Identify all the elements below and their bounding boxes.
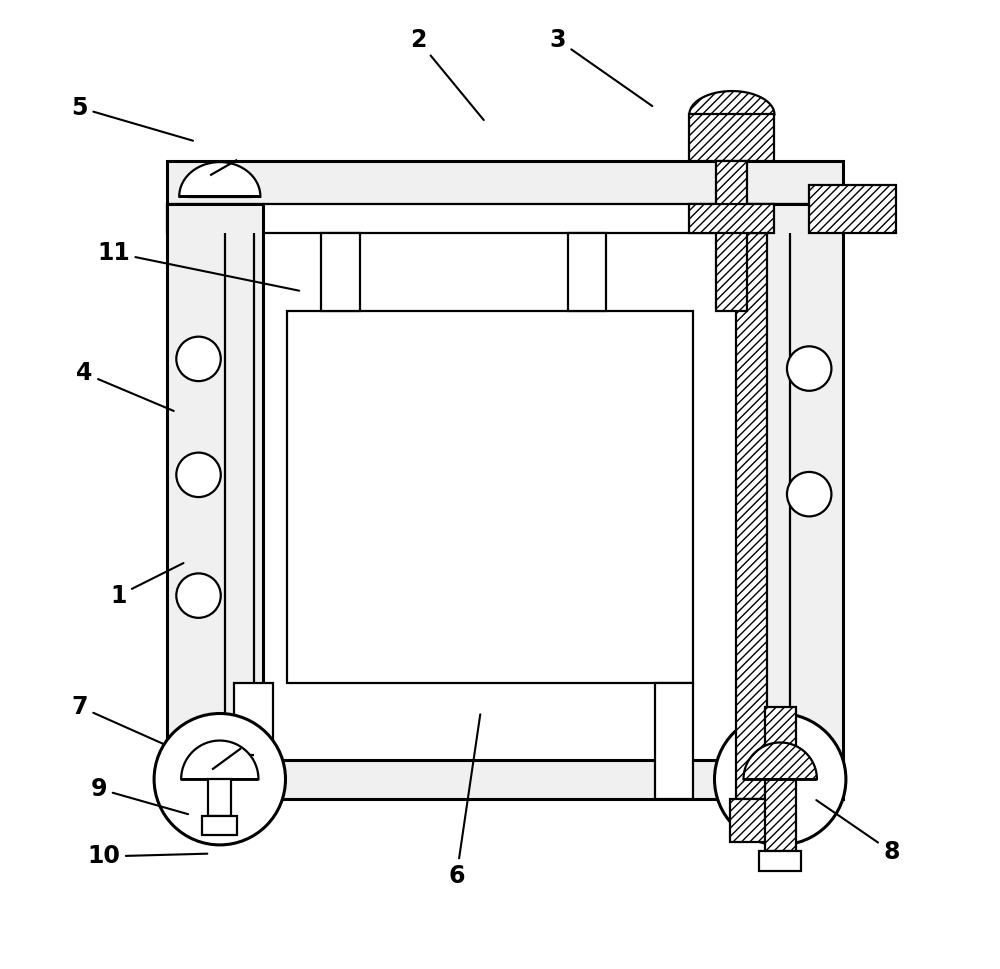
Bar	[765, 707, 796, 852]
Bar	[167, 760, 843, 798]
Text: 6: 6	[448, 714, 480, 888]
Text: 5: 5	[71, 96, 193, 141]
Bar	[716, 161, 747, 311]
Bar	[809, 185, 896, 234]
Bar	[759, 852, 801, 871]
Bar	[321, 234, 360, 311]
Bar	[208, 779, 231, 816]
Circle shape	[154, 713, 285, 845]
Text: 7: 7	[71, 695, 164, 744]
Text: 8: 8	[816, 800, 900, 863]
Bar	[568, 234, 606, 311]
Circle shape	[176, 336, 221, 381]
Bar	[730, 798, 772, 842]
Circle shape	[176, 574, 221, 618]
Text: 9: 9	[91, 777, 188, 814]
Text: 2: 2	[410, 28, 484, 120]
Circle shape	[176, 453, 221, 497]
Bar	[737, 204, 843, 760]
Circle shape	[787, 472, 831, 516]
Polygon shape	[181, 740, 258, 779]
Text: 3: 3	[550, 28, 652, 106]
Bar	[689, 114, 774, 161]
Text: 11: 11	[97, 240, 299, 291]
Bar	[189, 187, 251, 197]
Polygon shape	[743, 742, 817, 779]
Bar	[287, 311, 693, 682]
Polygon shape	[179, 162, 260, 197]
Bar	[202, 816, 237, 835]
Circle shape	[715, 713, 846, 845]
Bar	[689, 204, 774, 234]
Bar	[167, 204, 263, 760]
Circle shape	[787, 346, 831, 391]
Bar	[167, 204, 843, 234]
Text: 1: 1	[110, 563, 183, 608]
Bar	[234, 682, 273, 798]
Text: 10: 10	[87, 845, 207, 868]
Text: 4: 4	[76, 361, 174, 411]
Bar	[167, 161, 843, 204]
Polygon shape	[689, 91, 774, 114]
Bar	[655, 682, 693, 798]
Bar	[736, 234, 767, 798]
